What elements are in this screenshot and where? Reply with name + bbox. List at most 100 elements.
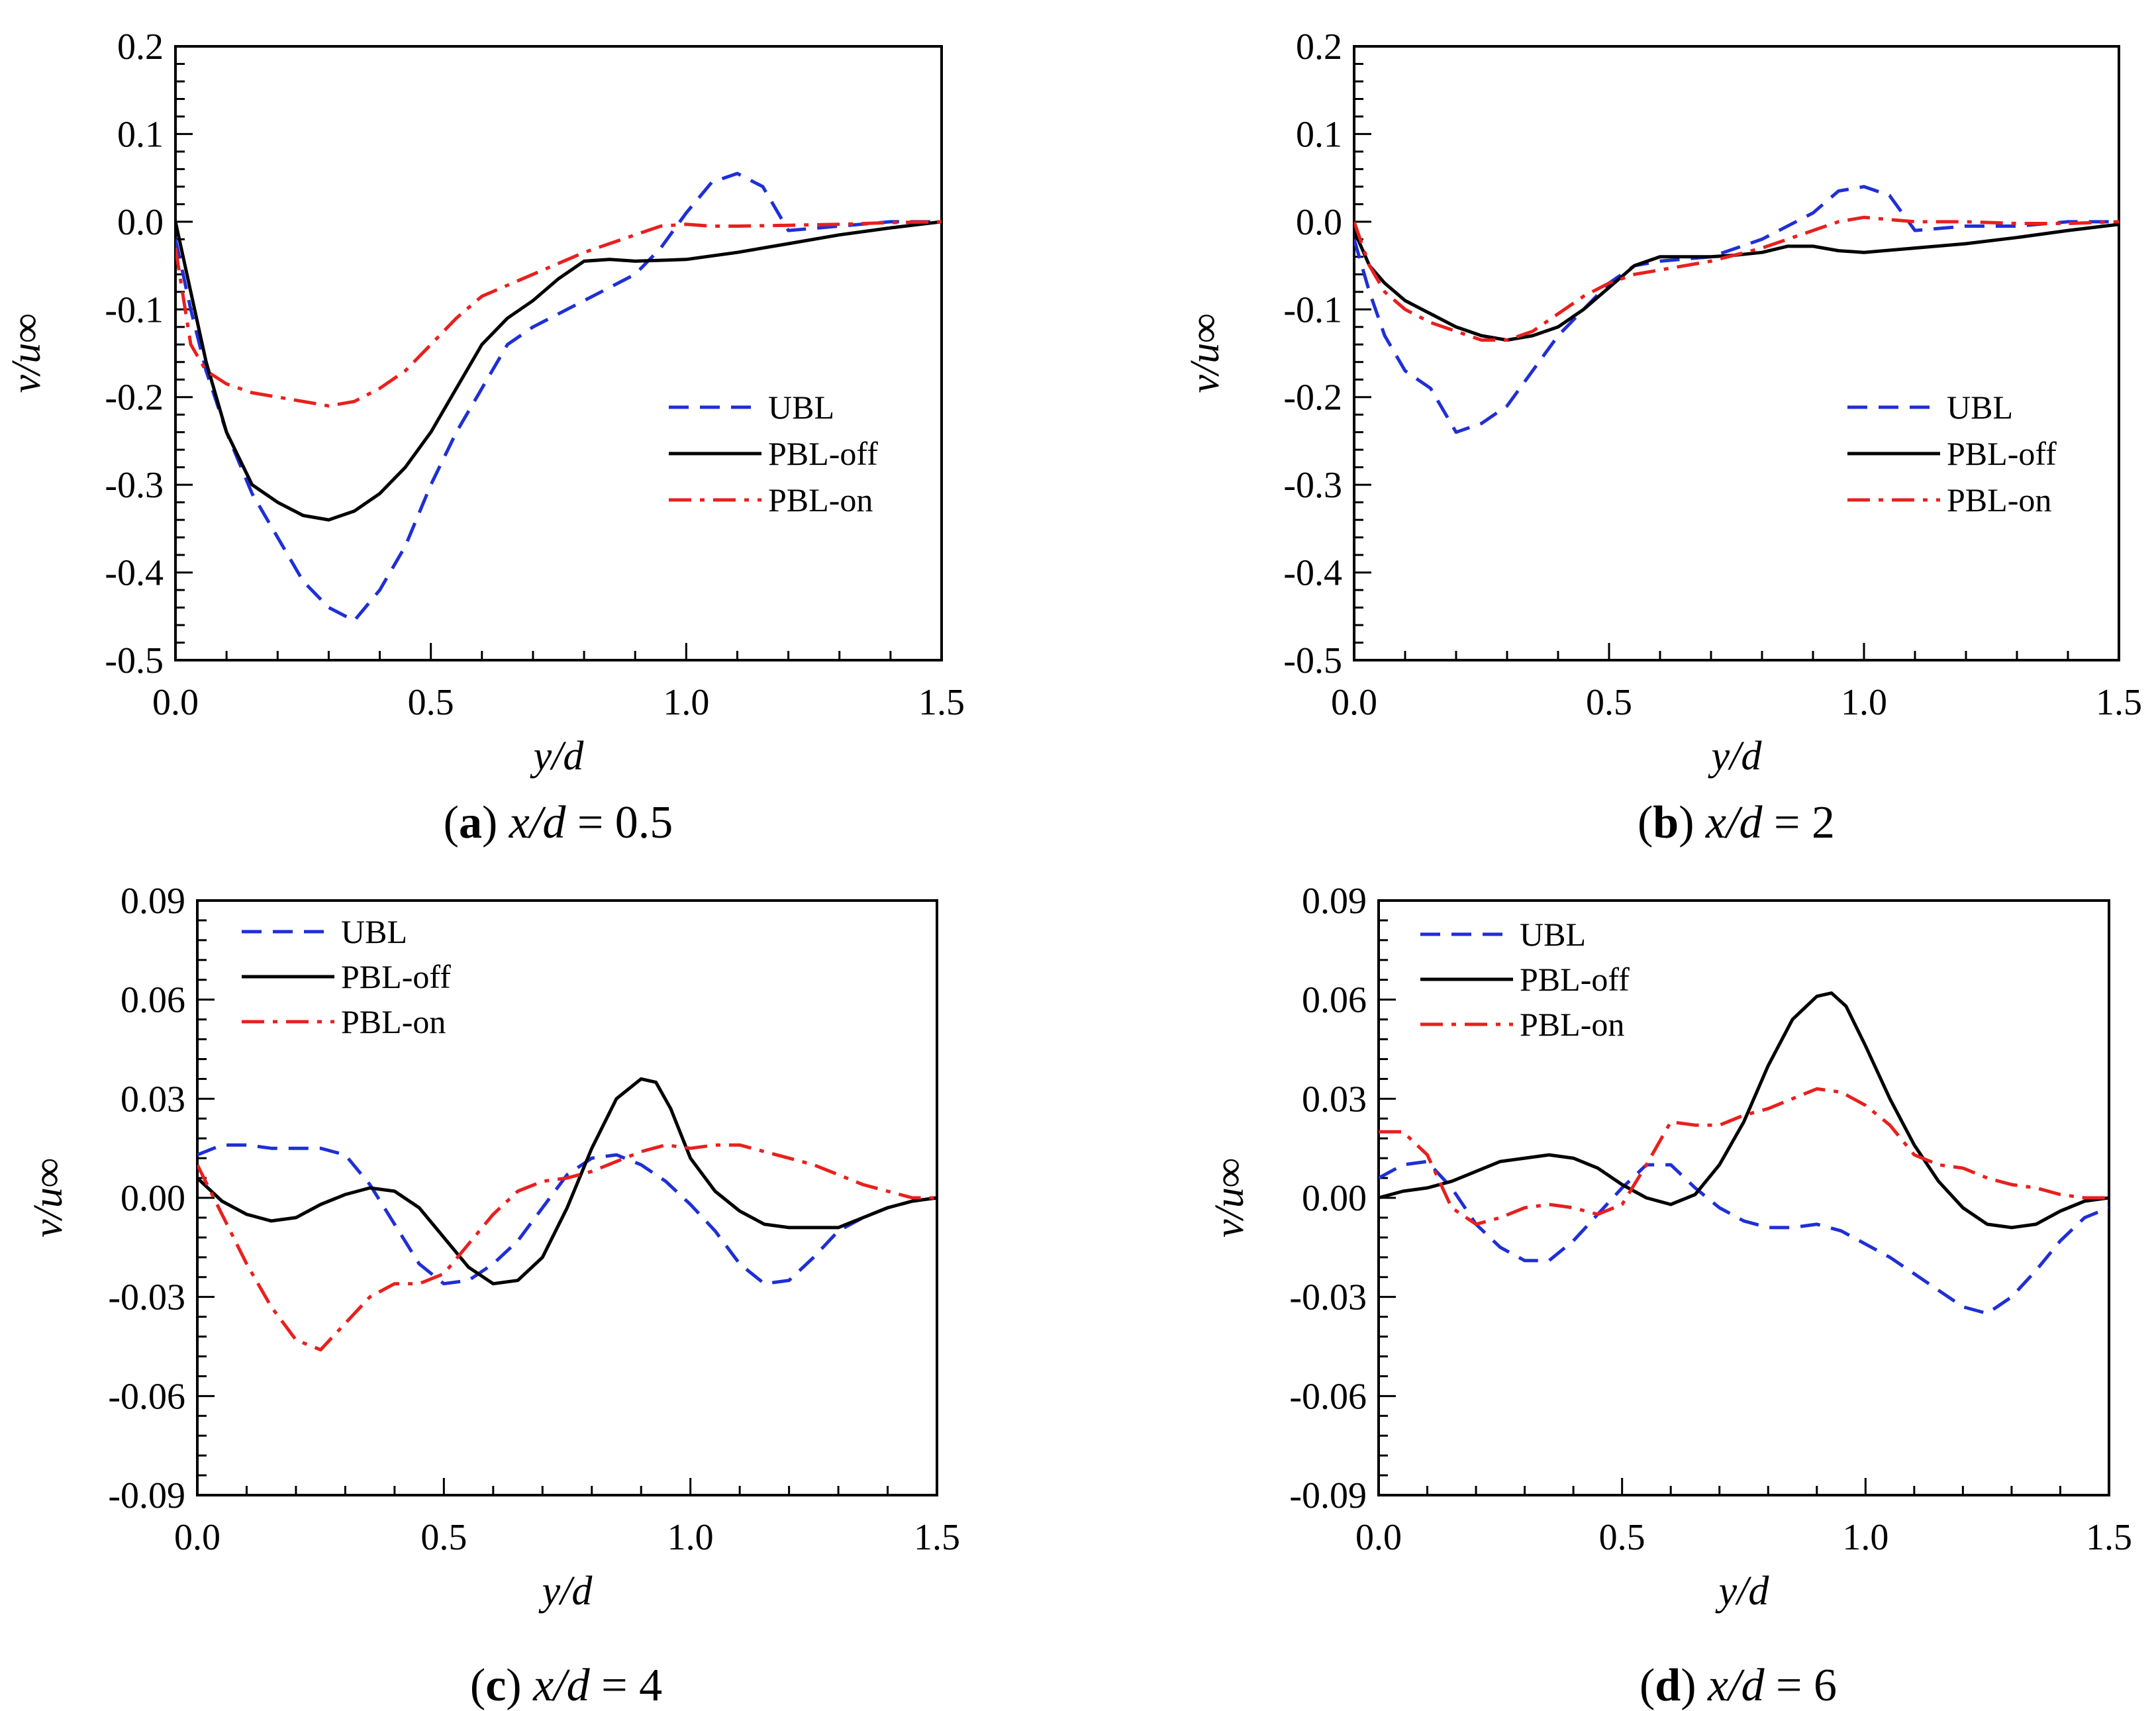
caption-paren-close: ) <box>506 1660 533 1711</box>
y-tick-label: 0.06 <box>121 980 185 1021</box>
x-tick-label: 1.0 <box>1842 1517 1888 1558</box>
y-tick-label: 0.2 <box>117 26 164 68</box>
x-tick-label: 1.0 <box>667 1517 714 1558</box>
legend-label-pbl-on: PBL-on <box>1947 481 2051 518</box>
y-tick-label: -0.06 <box>1289 1376 1367 1417</box>
y-tick-label: -0.09 <box>108 1475 185 1516</box>
legend-label-ubl: UBL <box>341 913 407 950</box>
legend-label-ubl: UBL <box>768 389 834 426</box>
y-tick-label: 0.0 <box>1296 202 1342 243</box>
y-axis-title: v/u∞ <box>26 1158 71 1238</box>
panel-caption: (b) x/d = 2 <box>1638 797 1835 848</box>
y-tick-label: -0.1 <box>105 289 164 330</box>
x-tick-label: 0.0 <box>1355 1517 1402 1558</box>
x-tick-label: 0.0 <box>152 682 199 723</box>
caption-paren-open: ( <box>444 797 459 848</box>
x-tick-label: 1.5 <box>2086 1517 2132 1558</box>
panel-caption: (d) x/d = 6 <box>1640 1660 1837 1711</box>
x-tick-label: 1.5 <box>2096 682 2142 723</box>
y-tick-label: -0.5 <box>1283 640 1342 681</box>
plot-frame <box>174 45 943 661</box>
y-tick-label: 0.00 <box>121 1178 185 1219</box>
x-tick-label: 1.5 <box>918 682 965 723</box>
series-line-pbl-on <box>1354 215 2119 342</box>
caption-paren-close: ) <box>1679 797 1706 848</box>
plot-frame <box>1353 45 2120 661</box>
y-axis-title: v/u∞ <box>1183 314 1228 393</box>
plot-frame <box>1377 899 2110 1496</box>
y-tick-label: -0.5 <box>105 640 164 681</box>
caption-variable: x/d <box>1707 1660 1765 1711</box>
series-line-pbl-on <box>175 220 942 408</box>
y-tick-label: -0.3 <box>105 465 164 506</box>
series-line-pbl-off <box>197 1077 937 1286</box>
caption-value: = 0.5 <box>565 797 673 848</box>
x-tick-label: 0.5 <box>420 1517 467 1558</box>
y-tick-label: -0.4 <box>105 553 164 594</box>
caption-paren-open: ( <box>1638 797 1653 848</box>
series-line-pbl-off <box>175 220 942 522</box>
caption-value: = 4 <box>590 1660 662 1711</box>
y-tick-label: -0.2 <box>1283 377 1342 418</box>
series-line-ubl <box>175 171 942 622</box>
series-line-ubl <box>1379 1159 2109 1316</box>
caption-paren-close: ) <box>482 797 509 848</box>
x-tick-label: 0.5 <box>1586 682 1632 723</box>
x-tick-label: 0.0 <box>1331 682 1377 723</box>
x-axis-title: y/d <box>1708 734 1763 779</box>
y-tick-label: 0.06 <box>1302 980 1367 1021</box>
y-tick-label: -0.3 <box>1283 465 1342 506</box>
x-tick-label: 0.5 <box>408 682 454 723</box>
legend-label-pbl-on: PBL-on <box>1520 1006 1624 1043</box>
legend-label-pbl-on: PBL-on <box>341 1003 446 1040</box>
legend-label-pbl-off: PBL-off <box>768 435 878 472</box>
caption-paren-close: ) <box>1681 1660 1708 1711</box>
y-tick-label: 0.09 <box>1302 881 1367 922</box>
caption-value: = 2 <box>1763 797 1835 848</box>
series-line-pbl-off <box>1354 222 2119 342</box>
y-tick-label: 0.1 <box>117 114 164 155</box>
y-tick-label: -0.06 <box>108 1376 185 1417</box>
y-tick-label: 0.0 <box>117 202 164 243</box>
caption-letter: d <box>1655 1660 1681 1711</box>
x-tick-label: 1.5 <box>914 1517 960 1558</box>
panel-d: 0.0 0.5 1.0 1.5 0.09 0.06 0.03 0.00 -0.03 -0.06 -0… <box>1207 881 2132 1711</box>
y-tick-label: -0.03 <box>1289 1277 1367 1318</box>
caption-letter: a <box>459 797 482 848</box>
y-tick-label: -0.03 <box>108 1277 185 1318</box>
y-tick-label: 0.1 <box>1296 114 1342 155</box>
legend-label-ubl: UBL <box>1947 389 2013 426</box>
panel-b: 0.0 0.5 1.0 1.5 0.2 0.1 0.0 -0.1 -0.2 -0.3 -0.4 -0.… <box>1183 26 2142 848</box>
y-axis-title: v/u∞ <box>4 314 49 393</box>
legend-label-ubl: UBL <box>1520 916 1586 953</box>
x-axis-title: y/d <box>538 1569 593 1614</box>
series-line-pbl-on <box>1379 1087 2109 1226</box>
panel-a: 0.0 0.5 1.0 1.5 0.2 0.1 0.0 -0.1 -0.2 -0.3 -0.4 -0.… <box>4 26 965 848</box>
y-tick-label: -0.09 <box>1289 1475 1367 1516</box>
x-tick-label: 1.0 <box>1841 682 1887 723</box>
series-line-pbl-off <box>1379 991 2109 1230</box>
panel-c: 0.0 0.5 1.0 1.5 0.09 0.06 0.03 0.00 -0.03 -0.06 -0… <box>26 881 960 1711</box>
x-tick-label: 0.0 <box>174 1517 220 1558</box>
y-tick-label: 0.2 <box>1296 26 1342 68</box>
y-tick-label: 0.09 <box>121 881 185 922</box>
y-tick-label: 0.00 <box>1302 1178 1367 1219</box>
caption-paren-open: ( <box>470 1660 485 1711</box>
caption-paren-open: ( <box>1640 1660 1655 1711</box>
caption-value: = 6 <box>1765 1660 1837 1711</box>
x-axis-title: y/d <box>1715 1569 1770 1614</box>
y-tick-label: -0.4 <box>1283 553 1342 594</box>
series-line-pbl-on <box>197 1143 937 1351</box>
y-tick-label: -0.2 <box>105 377 164 418</box>
y-tick-label: -0.1 <box>1283 289 1342 330</box>
caption-letter: b <box>1653 797 1679 848</box>
caption-letter: c <box>485 1660 506 1711</box>
y-tick-label: 0.03 <box>121 1079 185 1120</box>
x-tick-label: 1.0 <box>663 682 709 723</box>
x-tick-label: 0.5 <box>1599 1517 1645 1558</box>
caption-variable: x/d <box>532 1660 591 1711</box>
caption-variable: x/d <box>1705 797 1763 848</box>
plot-frame <box>196 899 938 1496</box>
y-tick-label: 0.03 <box>1302 1079 1367 1120</box>
